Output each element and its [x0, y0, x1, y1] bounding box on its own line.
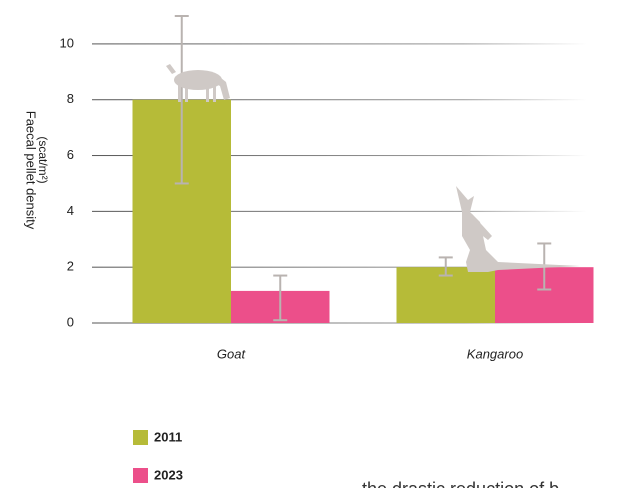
y-tick-label: 6 — [67, 147, 74, 162]
legend-label: 2023 — [154, 467, 183, 482]
y-tick-label: 10 — [60, 35, 74, 50]
legend-label: 2011 — [154, 429, 182, 444]
chart: Faecal pellet density (scat/m²) 0 2 4 6 8 10 G… — [0, 0, 627, 488]
y-tick-label: 0 — [67, 314, 74, 329]
kangaroo-silhouette — [456, 186, 580, 272]
legend-swatch — [133, 468, 148, 483]
y-tick-label: 4 — [67, 203, 74, 218]
grid-line — [92, 43, 587, 44]
x-tick-label: Goat — [217, 346, 247, 361]
legend-swatch — [133, 430, 148, 445]
y-label-unit: (scat/m²) — [36, 136, 50, 183]
y-tick-label: 8 — [67, 91, 74, 106]
goat-silhouette — [166, 64, 230, 102]
bars — [133, 16, 594, 323]
y-tick-label: 2 — [67, 259, 74, 274]
y-axis-title: Faecal pellet density (scat/m²) — [24, 111, 50, 230]
x-tick-label: Kangaroo — [467, 346, 523, 361]
legend: 2011 2023 — [133, 429, 183, 483]
caption: the drastic reduction of b — [362, 479, 559, 488]
